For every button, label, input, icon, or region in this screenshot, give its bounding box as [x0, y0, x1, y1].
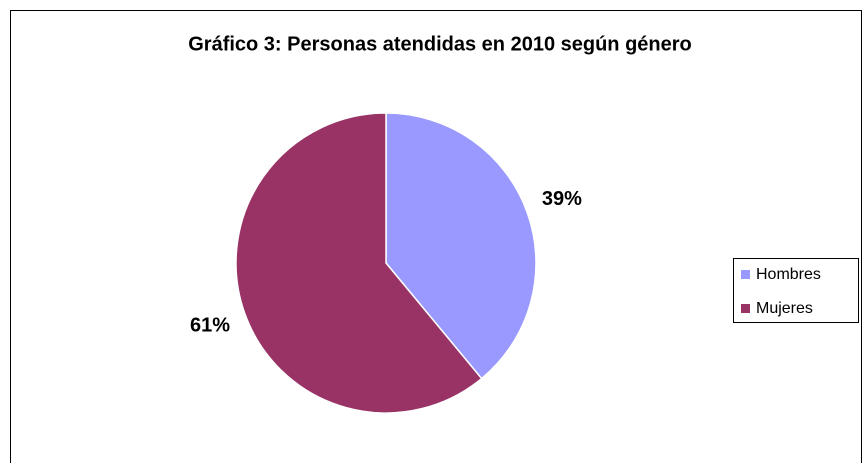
legend-swatch — [741, 304, 750, 313]
legend-swatch — [741, 270, 750, 279]
legend-label: Hombres — [756, 266, 821, 283]
legend-box — [733, 258, 859, 323]
pie-slice — [385, 112, 537, 380]
chart-title: Gráfico 3: Personas atendidas en 2010 se… — [188, 33, 692, 55]
data-label: 61% — [190, 315, 230, 337]
pie-slice — [235, 112, 483, 414]
data-label: 39% — [542, 188, 582, 210]
legend-label: Mujeres — [756, 300, 813, 317]
